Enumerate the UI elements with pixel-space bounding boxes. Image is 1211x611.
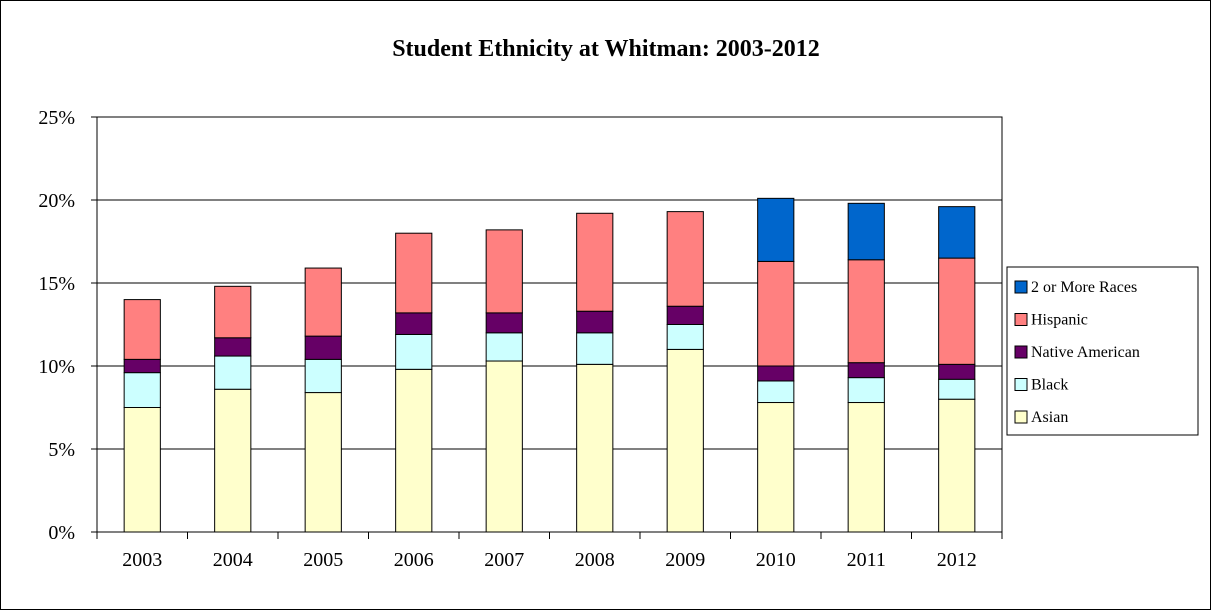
y-tick-label: 10% (38, 356, 75, 378)
x-tick-label: 2005 (303, 549, 343, 571)
legend-swatch (1014, 345, 1028, 359)
bar-segment-asian-2011 (847, 402, 885, 533)
bar-segment-asian-2007 (485, 360, 523, 533)
bar-segment-native-american-2006 (395, 312, 433, 335)
x-tick-label: 2003 (122, 549, 162, 571)
bar-segment-native-american-2004 (214, 337, 252, 357)
bar-segment-asian-2009 (666, 348, 704, 533)
bar-segment-asian-2004 (214, 388, 252, 533)
bar-segment-hispanic-2003 (123, 299, 161, 360)
bar-segment-native-american-2012 (938, 363, 976, 380)
bar-segment-native-american-2005 (304, 335, 342, 360)
bar-segment-native-american-2010 (757, 365, 795, 382)
bar-segment-native-american-2007 (485, 312, 523, 334)
legend-swatch (1014, 280, 1028, 294)
bar-segment-black-2009 (666, 324, 704, 350)
bar-segment-black-2012 (938, 378, 976, 400)
bar-segment-hispanic-2009 (666, 211, 704, 307)
bar-segment-asian-2005 (304, 392, 342, 533)
bar-segment-black-2004 (214, 355, 252, 390)
bar-segment-black-2006 (395, 333, 433, 370)
bar-segment-asian-2003 (123, 407, 161, 533)
legend-label: 2 or More Races (1031, 279, 1137, 296)
legend-label: Hispanic (1031, 312, 1088, 329)
x-tick-label: 2010 (756, 549, 796, 571)
legend-swatch (1014, 378, 1028, 391)
y-tick-label: 5% (48, 439, 75, 461)
y-tick-label: 20% (38, 190, 75, 212)
axes: 0% 5% 10% 15% 20% 25% 2003 2004 2005 2006 2007 2008… (38, 107, 1003, 571)
bar-segment-native-american-2009 (666, 305, 704, 325)
legend-box (1006, 266, 1199, 436)
bar-segment-hispanic-2004 (214, 285, 252, 339)
bar-segment-native-american-2008 (576, 310, 614, 334)
legend-label: Asian (1031, 409, 1068, 426)
y-tick-label: 15% (38, 273, 75, 295)
bar-segment-asian-2010 (757, 402, 795, 533)
bar-segment-black-2008 (576, 332, 614, 365)
bar-segment-2-or-more-races-2012 (938, 206, 976, 259)
bar-segment-hispanic-2011 (847, 259, 885, 364)
bar-segment-hispanic-2012 (938, 257, 976, 365)
legend-swatch (1014, 410, 1028, 424)
x-tick-label: 2011 (847, 549, 886, 571)
bar-segment-asian-2006 (395, 368, 433, 533)
bar-segment-native-american-2011 (847, 362, 885, 379)
x-tick-label: 2008 (575, 549, 615, 571)
x-tick-label: 2012 (937, 549, 977, 571)
bar-segment-black-2005 (304, 358, 342, 394)
x-tick-label: 2009 (665, 549, 705, 571)
bar-segment-black-2010 (757, 380, 795, 404)
bar-segment-asian-2012 (938, 398, 976, 533)
bar-segment-black-2011 (847, 377, 885, 404)
y-tick-label: 25% (38, 107, 75, 129)
legend-label: Black (1031, 377, 1068, 394)
bar-segment-hispanic-2010 (757, 260, 795, 367)
bars (123, 197, 976, 533)
bar-segment-2-or-more-races-2010 (757, 197, 795, 262)
legend-label: Native American (1031, 344, 1140, 361)
x-tick-label: 2007 (484, 549, 524, 571)
bar-segment-native-american-2003 (123, 358, 161, 374)
bar-segment-2-or-more-races-2011 (847, 202, 885, 261)
bar-segment-hispanic-2007 (485, 229, 523, 314)
y-tick-label: 0% (48, 522, 75, 544)
bar-segment-black-2007 (485, 332, 523, 362)
bar-segment-hispanic-2008 (576, 212, 614, 312)
chart-title: Student Ethnicity at Whitman: 2003-2012 (392, 36, 820, 62)
legend-swatch (1014, 313, 1028, 326)
bar-segment-black-2003 (123, 372, 161, 409)
bar-segment-hispanic-2005 (304, 267, 342, 337)
x-tick-label: 2006 (394, 549, 434, 571)
bar-segment-hispanic-2006 (395, 232, 433, 314)
x-tick-label: 2004 (213, 549, 253, 571)
bar-segment-asian-2008 (576, 363, 614, 533)
legend: 2 or More Races Hispanic Native American Bl… (1006, 266, 1199, 436)
